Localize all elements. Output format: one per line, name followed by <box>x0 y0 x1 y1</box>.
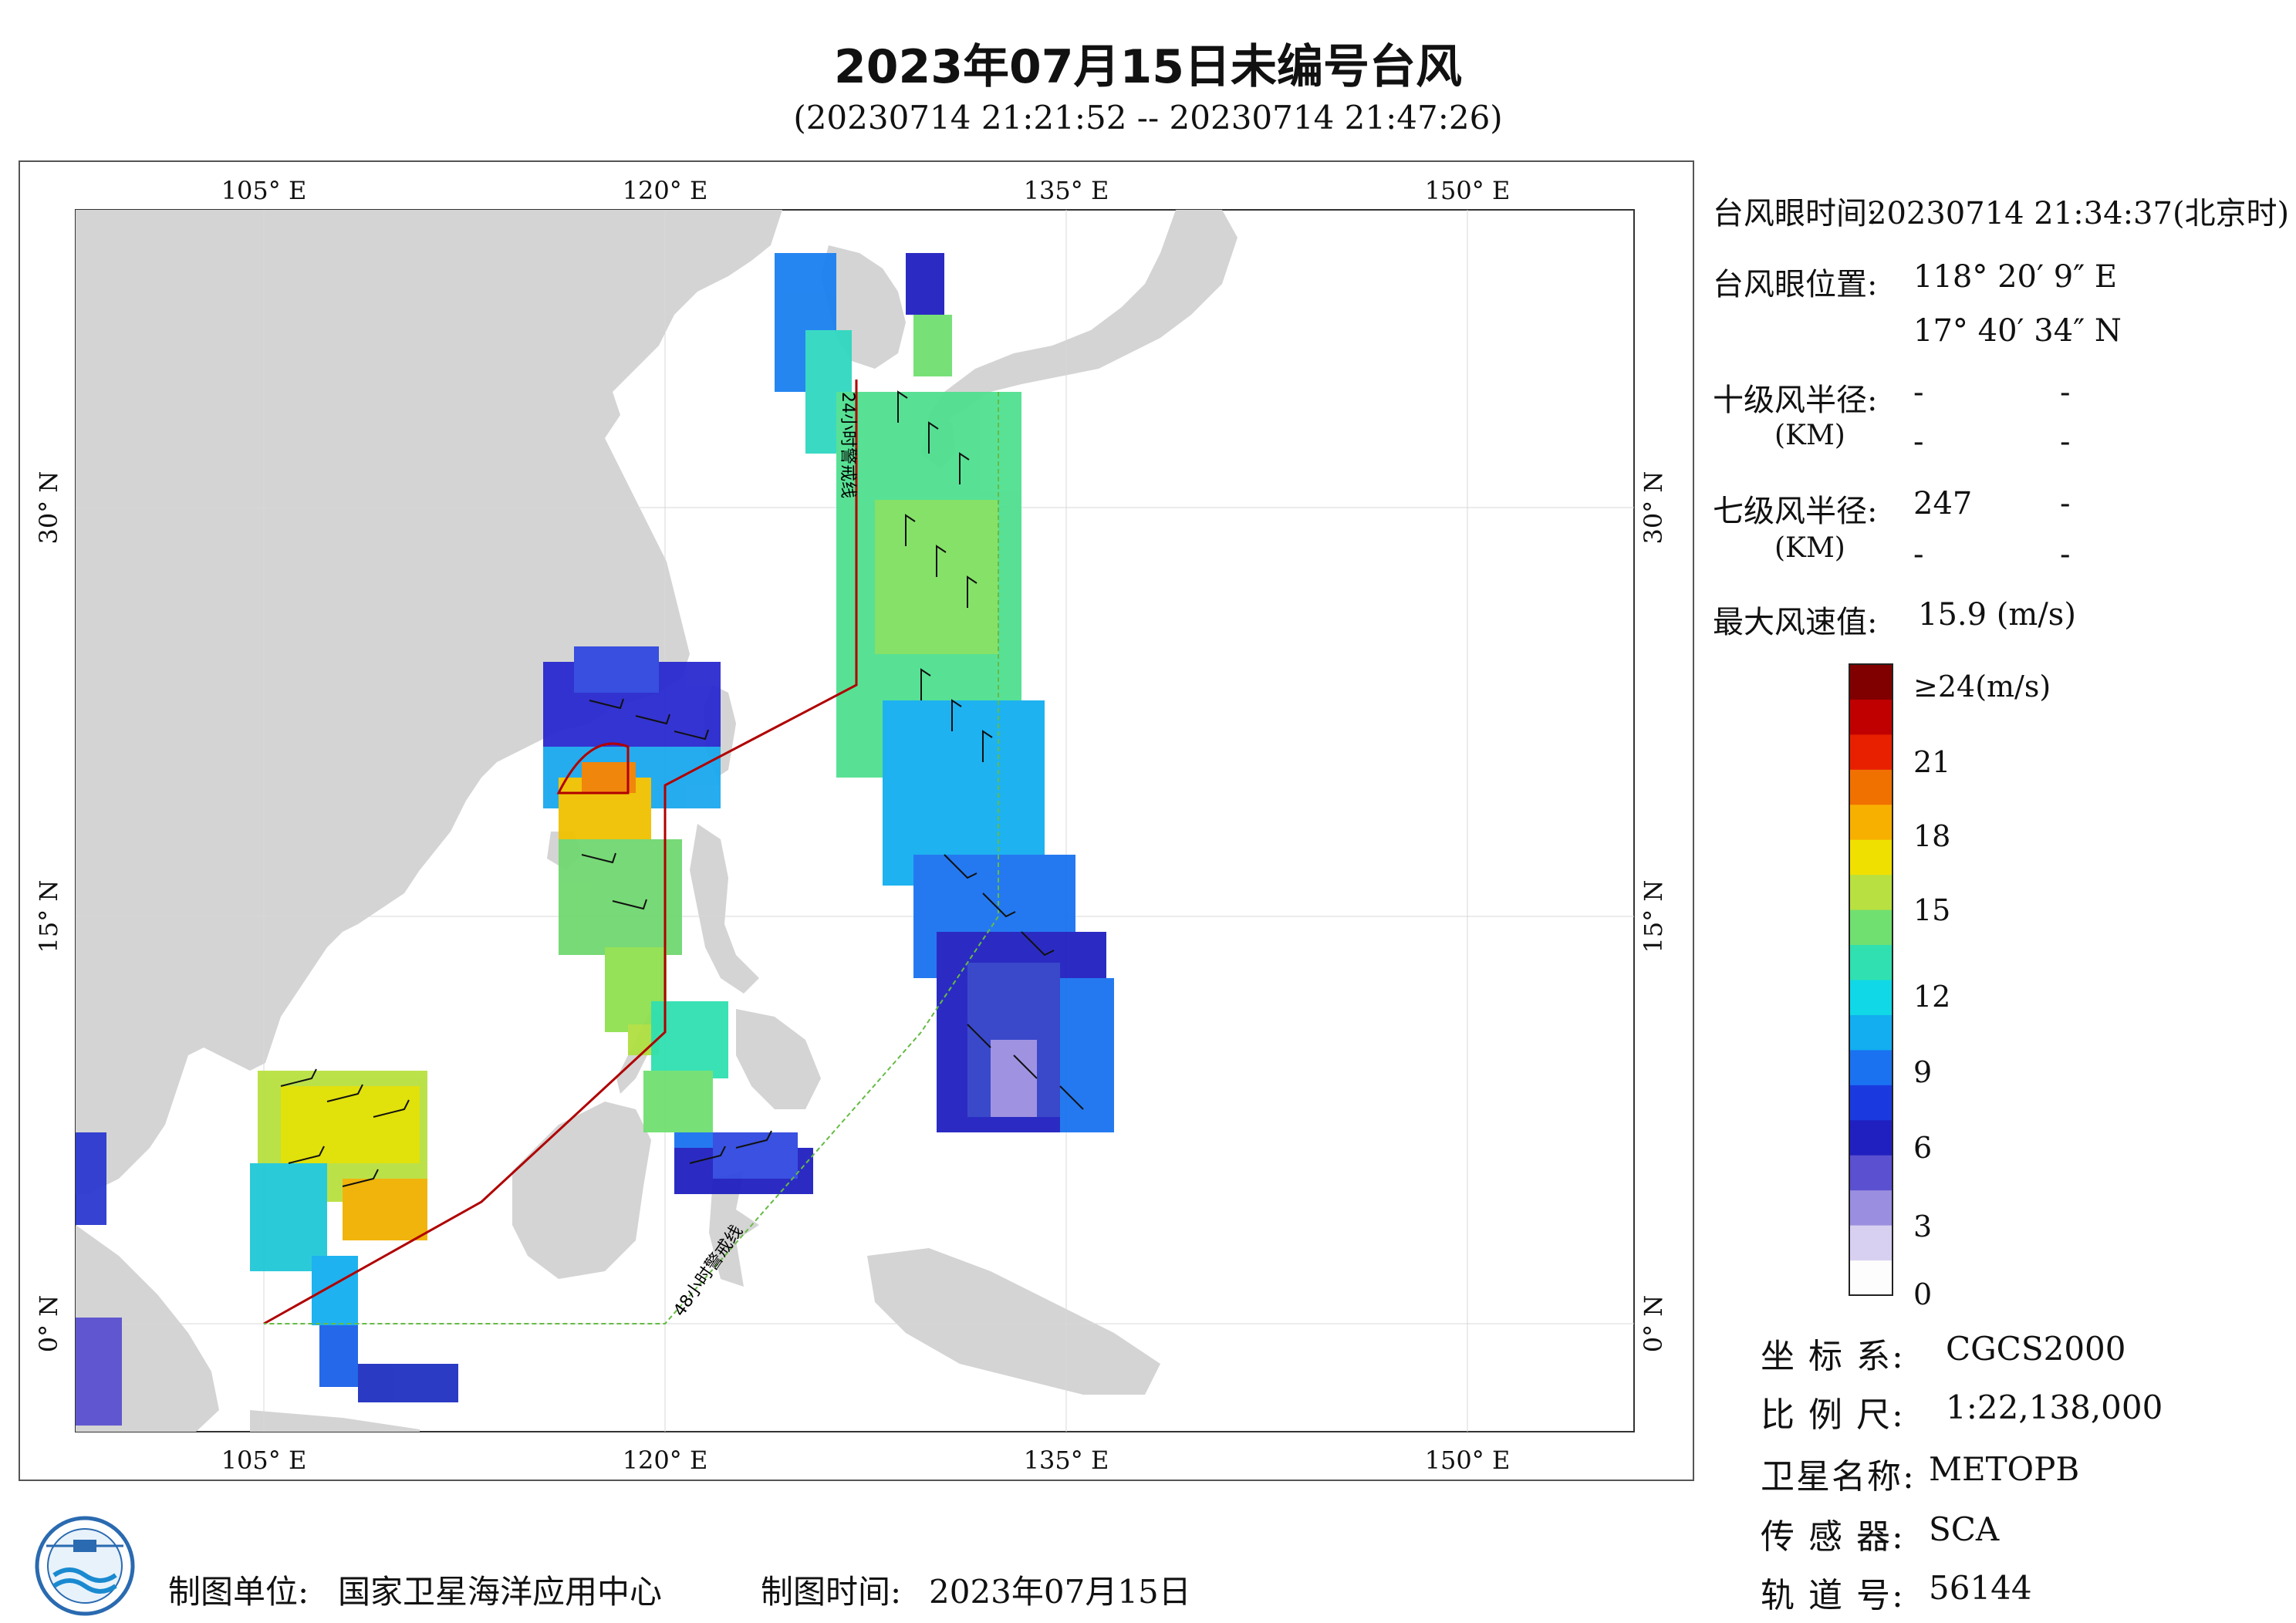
colorbar-step <box>1849 769 1893 805</box>
colorbar-step <box>1849 1225 1893 1261</box>
sat-label: 卫星名称: <box>1761 1457 1916 1496</box>
date-label: 制图时间: <box>761 1573 902 1611</box>
japan <box>929 210 1237 423</box>
max-wind-label: 最大风速值: <box>1713 605 1878 640</box>
r7-value: - <box>2060 486 2071 521</box>
colorbar-step <box>1849 1155 1893 1191</box>
mindanao <box>736 1009 821 1109</box>
left-lat-label: 0° N <box>34 1295 63 1353</box>
r10-label: 十级风半径: <box>1713 383 1878 418</box>
wind-field-map: 24小时警戒线 48小时警戒线 105° E 120° E 135° E 150… <box>34 176 1668 1475</box>
colorbar-label: 3 <box>1913 1210 1933 1243</box>
colorbar-step <box>1849 699 1893 735</box>
top-lon-label: 105° E <box>221 176 307 205</box>
r7-value: - <box>1913 537 1924 572</box>
orbit-label: 轨 道 号: <box>1761 1576 1905 1615</box>
colorbar <box>1849 663 1893 1296</box>
top-lon-label: 135° E <box>1024 176 1109 205</box>
coord-label: 坐 标 系: <box>1761 1337 1905 1376</box>
bottom-lon-label: 135° E <box>1024 1446 1109 1475</box>
borneo <box>512 1102 651 1279</box>
colorbar-label: 21 <box>1913 745 1951 779</box>
sat-value: METOPB <box>1929 1450 2080 1488</box>
bottom-lon-label: 105° E <box>221 1446 307 1475</box>
colorbar-step <box>1849 874 1893 910</box>
scale-value: 1:22,138,000 <box>1946 1388 2163 1426</box>
warning-line-48h <box>264 392 999 1324</box>
coord-value: CGCS2000 <box>1946 1330 2126 1368</box>
new-guinea <box>867 1248 1160 1395</box>
eye-lon: 118° 20′ 9″ E <box>1913 259 2118 295</box>
colorbar-step <box>1849 804 1893 840</box>
wind-swath-east <box>775 253 1114 1132</box>
colorbar-label: 15 <box>1913 893 1951 927</box>
colorbar-label: 0 <box>1913 1277 1933 1311</box>
r10-value: - <box>2060 424 2071 460</box>
sensor-label: 传 感 器: <box>1761 1517 1905 1557</box>
colorbar-step <box>1849 1189 1893 1226</box>
bottom-lon-label: 120° E <box>623 1446 708 1475</box>
wind-swath-west <box>543 646 721 1055</box>
km-label: (KM) <box>1774 532 1845 564</box>
r10-value: - <box>1913 424 1924 460</box>
colorbar-step <box>1849 734 1893 770</box>
km-label: (KM) <box>1774 420 1845 451</box>
r10-value: - <box>2060 375 2071 410</box>
colorbar-label: 12 <box>1913 980 1951 1014</box>
eye-pos-label: 台风眼位置: <box>1713 267 1878 302</box>
time-range: (20230714 21:21:52 -- 20230714 21:47:26) <box>793 99 1503 137</box>
sensor-value: SCA <box>1929 1510 2000 1548</box>
colorbar-step <box>1849 909 1893 946</box>
eye-time-value: 20230714 21:34:37(北京时) <box>1867 196 2290 231</box>
typhoon-eye-region <box>556 742 630 795</box>
right-lat-label: 15° N <box>1639 880 1668 953</box>
top-lon-label: 120° E <box>623 176 708 205</box>
max-wind-value: 15.9 (m/s) <box>1918 597 2076 633</box>
right-lat-label: 30° N <box>1639 471 1668 545</box>
right-lat-label: 0° N <box>1639 1295 1668 1353</box>
colorbar-step <box>1849 1119 1893 1156</box>
bottom-lon-label: 150° E <box>1425 1446 1511 1475</box>
eye-lat: 17° 40′ 34″ N <box>1913 313 2122 349</box>
colorbar-step <box>1849 980 1893 1015</box>
colorbar-step <box>1849 944 1893 980</box>
warning-line-24h <box>263 380 858 1325</box>
wind-swath-southwest <box>76 1001 813 1426</box>
colorbar-label: ≥24(m/s) <box>1913 670 2051 704</box>
map-frame <box>19 160 1694 1481</box>
eye-time-label: 台风眼时间: <box>1713 196 1878 231</box>
sulawesi <box>709 1171 759 1287</box>
colorbar-label: 9 <box>1913 1055 1933 1089</box>
java <box>250 1410 420 1432</box>
colorbar-step <box>1849 1049 1893 1085</box>
left-lat-label: 15° N <box>34 880 63 953</box>
date-value: 2023年07月15日 <box>929 1573 1191 1611</box>
orbit-value: 56144 <box>1929 1569 2032 1607</box>
scale-label: 比 例 尺: <box>1761 1395 1905 1435</box>
r7-value: 247 <box>1913 486 1973 521</box>
colorbar-step <box>1849 1014 1893 1051</box>
luzon <box>690 824 759 994</box>
org-value: 国家卫星海洋应用中心 <box>338 1573 663 1611</box>
colorbar-step <box>1849 839 1893 876</box>
colorbar-step <box>1849 664 1893 700</box>
colorbar-label: 6 <box>1913 1131 1933 1165</box>
map-title: 2023年07月15日未编号台风 <box>834 40 1462 94</box>
r7-value: - <box>2060 537 2071 572</box>
colorbar-step <box>1849 1085 1893 1121</box>
top-lon-label: 150° E <box>1425 176 1511 205</box>
colorbar-label: 18 <box>1913 819 1951 853</box>
colorbar-step <box>1849 1260 1893 1296</box>
mainland-asia <box>76 210 782 1194</box>
left-lat-label: 30° N <box>34 471 63 545</box>
org-label: 制图单位: <box>168 1573 309 1611</box>
wind-barbs <box>280 390 1084 1187</box>
nsoas-logo-icon <box>35 1516 135 1616</box>
r10-value: - <box>1913 375 1924 410</box>
r7-label: 七级风半径: <box>1713 494 1878 529</box>
warning-24h-label: 24小时警戒线 <box>838 392 857 498</box>
